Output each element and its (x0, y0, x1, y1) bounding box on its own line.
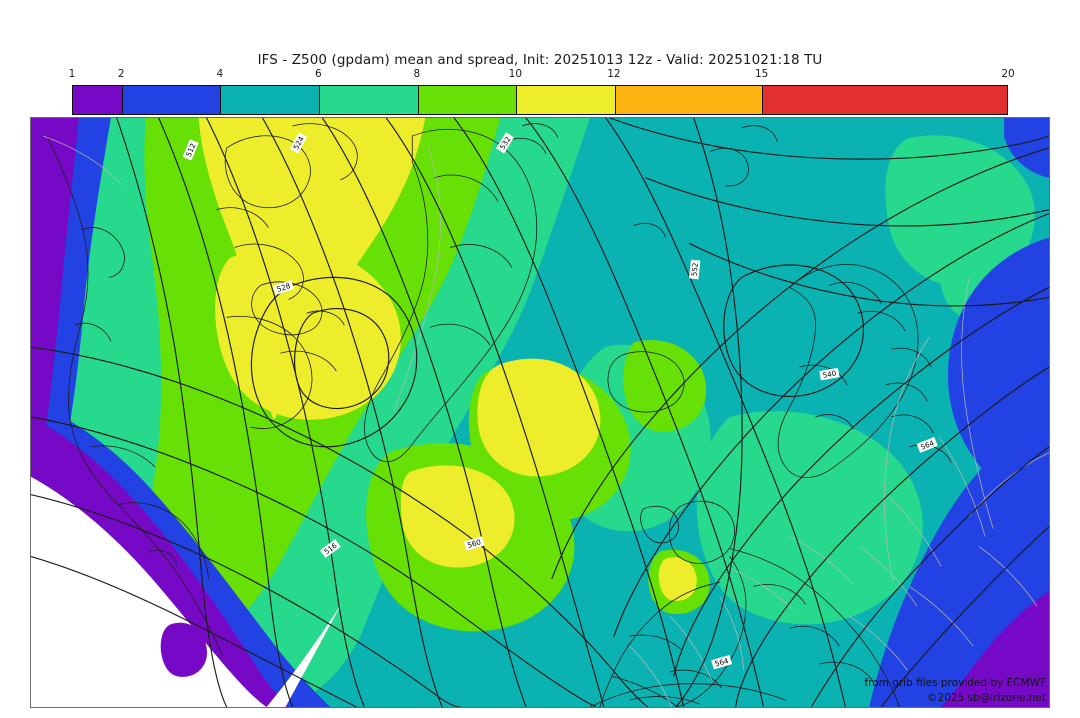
spread-colorbar: 1 2 4 6 8 10 12 15 20 (69, 68, 1015, 115)
map-panel[interactable]: 512 524 532 528 552 540 564 516 560 564 (30, 117, 1050, 708)
country-borders (42, 135, 1049, 707)
spread-band-10-12-mid (400, 465, 515, 568)
contour-label-552-4: 552 (688, 259, 701, 280)
spread-band-6-8-c (696, 411, 923, 625)
colorbar-segment-10-12 (517, 86, 616, 114)
spread-band-1-2-se (941, 591, 1049, 707)
svg-text:564: 564 (714, 656, 730, 669)
svg-text:552: 552 (690, 262, 700, 277)
colorbar-tick-8: 8 (413, 68, 421, 80)
colorbar-tick-2: 2 (117, 68, 125, 80)
spread-band-10-12-bay (658, 557, 697, 601)
colorbar-tick-6: 6 (314, 68, 322, 80)
coastlines (46, 123, 952, 707)
geopotential-contours (31, 118, 1049, 707)
colorbar-tick-20: 20 (1001, 68, 1015, 80)
colorbar-segment-2-4 (122, 86, 222, 114)
contour-label-512-0: 512 (182, 139, 199, 161)
colorbar-segment-12-15 (615, 86, 764, 114)
contour-label-560-8: 560 (463, 536, 485, 551)
svg-text:528: 528 (276, 281, 292, 294)
spread-band-8-10-d (623, 340, 707, 432)
colorbar-segment-8-10 (418, 86, 518, 114)
colorbar-tick-labels: 1 2 4 6 8 10 12 15 20 (68, 68, 1015, 82)
colorbar-tick-15: 15 (754, 68, 769, 80)
svg-text:540: 540 (822, 369, 837, 380)
spread-band-10-12-iceland (477, 358, 601, 477)
colorbar-tick-1: 1 (68, 68, 76, 80)
colorbar-tick-12: 12 (607, 68, 621, 80)
outside-domain-mask (31, 476, 267, 707)
chart-title: IFS - Z500 (gpdam) mean and spread, Init… (257, 52, 823, 68)
contour-label-564-9: 564 (711, 654, 733, 670)
spread-band-2-4-ne (1004, 118, 1049, 178)
colorbar-tick-10: 10 (508, 68, 523, 80)
colorbar-segment-1-2 (73, 86, 123, 114)
spread-island-purple (160, 622, 208, 677)
colorbar-swatches (72, 85, 1008, 115)
contour-label-540-5: 540 (819, 367, 840, 381)
contour-label-528-3: 528 (273, 279, 294, 295)
colorbar-segment-4-6 (221, 86, 320, 114)
colorbar-tick-4: 4 (216, 68, 224, 80)
spread-band-10-12-baffin2 (215, 246, 401, 420)
colorbar-segment-15-20 (763, 86, 1008, 114)
colorbar-segment-6-8 (319, 86, 419, 114)
svg-text:560: 560 (466, 537, 482, 550)
